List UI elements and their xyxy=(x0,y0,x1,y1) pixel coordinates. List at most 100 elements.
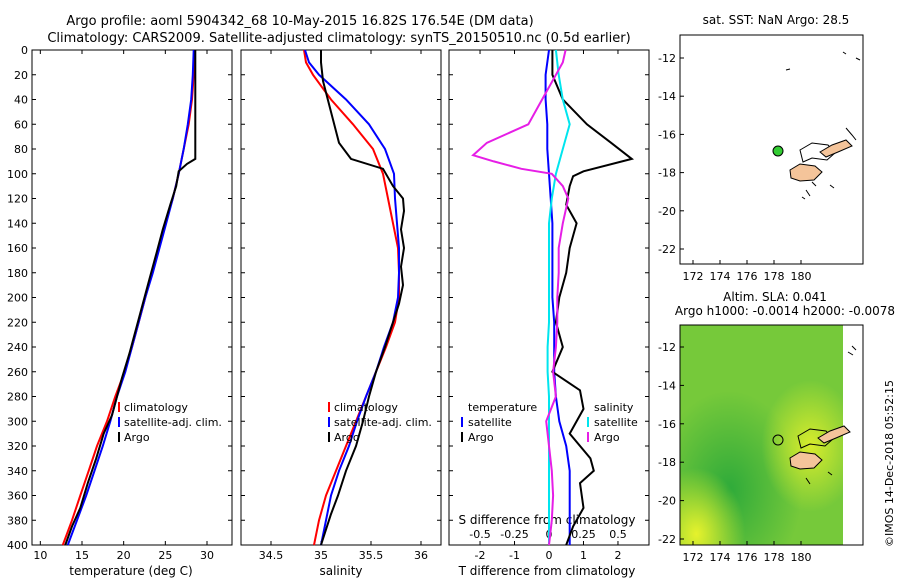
y-tick-label: 20 xyxy=(14,69,28,82)
sst-map-panel: sat. SST: NaN Argo: 28.5 -12 -14 -16 -18 -20… xyxy=(658,13,864,283)
difference-xlabel: T difference from climatology xyxy=(458,564,636,578)
y-tick-label: 100 xyxy=(7,168,28,181)
salinity-legend-climatology: climatology xyxy=(334,401,398,414)
y-tick-label: 160 xyxy=(7,242,28,255)
y-tick-label: 0 xyxy=(21,44,28,57)
sst-map-island-taveuni xyxy=(845,127,857,141)
temperature-legend: climatology satellite-adj. clim. Argo xyxy=(118,401,222,444)
sst-map-small-islands xyxy=(785,51,861,200)
y-tick-label: 360 xyxy=(7,490,28,503)
sst-map-argo-location xyxy=(772,145,784,157)
x-tick-label: 34.5 xyxy=(259,549,284,562)
map-lat-label: -18 xyxy=(658,456,676,469)
difference-legend: temperature satellite Argo salinity sate… xyxy=(461,401,638,444)
temperature-plot-frame xyxy=(31,49,233,546)
top-x-tick-label: 0.5 xyxy=(609,528,627,541)
map-lon-label: 172 xyxy=(683,551,704,564)
y-tick-label: 240 xyxy=(7,341,28,354)
sla-map-frame xyxy=(679,324,864,546)
top-x-tick-label: -0.25 xyxy=(500,528,528,541)
sla-map-small-islands xyxy=(805,345,857,485)
salinity-legend-argo: Argo xyxy=(334,431,360,444)
series-s-satellite xyxy=(546,49,571,545)
sla-map-panel: Altim. SLA: 0.041 Argo h1000: -0.0014 h2… xyxy=(658,290,895,564)
x-tick-label: 20 xyxy=(117,549,131,562)
difference-legend-t-satellite: satellite xyxy=(468,416,512,429)
y-tick-label: 60 xyxy=(14,118,28,131)
top-x-tick-label: -0.5 xyxy=(469,528,490,541)
y-tick-label: 260 xyxy=(7,366,28,379)
map-lon-label: 180 xyxy=(791,551,812,564)
x-tick-label: 1 xyxy=(580,549,587,562)
sst-map-island-vitilevu xyxy=(789,163,823,182)
salinity-panel: salinity 34.5 35 35.5 36 xyxy=(240,49,442,578)
figure-title-line2: Climatology: CARS2009. Satellite-adjuste… xyxy=(47,31,630,46)
y-tick-label: 120 xyxy=(7,193,28,206)
difference-legend-salinity-title: salinity xyxy=(594,401,634,414)
map-lon-label: 176 xyxy=(737,270,758,283)
difference-top-xlabel: S difference from climatology xyxy=(459,513,636,527)
sst-map-island-vanualevu xyxy=(819,139,853,158)
y-tick-label: 380 xyxy=(7,514,28,527)
x-tick-label: 15 xyxy=(75,549,89,562)
sst-map-land xyxy=(785,51,861,200)
map-lon-label: 174 xyxy=(710,270,731,283)
map-lat-label: -16 xyxy=(658,128,676,141)
series-argo xyxy=(64,50,197,546)
map-lon-label: 178 xyxy=(764,270,785,283)
x-tick-label: 2 xyxy=(614,549,621,562)
series-satellite-adj-clim- xyxy=(66,49,195,546)
y-tick-label: 220 xyxy=(7,316,28,329)
top-x-tick-label: 0.25 xyxy=(571,528,596,541)
y-tick-label: 200 xyxy=(7,292,28,305)
sla-map-title-line2: Argo h1000: -0.0014 h2000: -0.0078 xyxy=(675,304,895,318)
salinity-xlabel: salinity xyxy=(319,564,362,578)
sla-map-field-high-sw xyxy=(680,325,843,545)
series-climatology xyxy=(61,49,196,546)
difference-legend-s-argo: Argo xyxy=(594,431,620,444)
x-tick-label: 35.5 xyxy=(359,549,384,562)
temperature-legend-satellite: satellite-adj. clim. xyxy=(124,416,222,429)
series-satellite-adj-clim- xyxy=(304,49,400,546)
y-tick-label: 140 xyxy=(7,217,28,230)
sla-map-land xyxy=(789,345,857,485)
series-climatology xyxy=(303,49,400,546)
map-lon-label: 178 xyxy=(764,551,785,564)
y-tick-label: 180 xyxy=(7,267,28,280)
map-lat-label: -20 xyxy=(658,495,676,508)
y-tick-label: 40 xyxy=(14,94,28,107)
difference-legend-t-argo: Argo xyxy=(468,431,494,444)
map-lat-label: -20 xyxy=(658,205,676,218)
map-lat-label: -14 xyxy=(658,379,676,392)
sla-map-title-line1: Altim. SLA: 0.041 xyxy=(723,290,827,304)
map-lon-label: 172 xyxy=(683,270,704,283)
map-lat-label: -14 xyxy=(658,90,676,103)
map-lat-label: -16 xyxy=(658,418,676,431)
x-tick-label: 36 xyxy=(414,549,428,562)
imos-credit: ©IMOS 14-Dec-2018 05:52:15 xyxy=(883,380,896,547)
difference-legend-temperature-title: temperature xyxy=(468,401,537,414)
y-tick-label: 340 xyxy=(7,465,28,478)
y-tick-label: 400 xyxy=(7,539,28,552)
y-tick-label: 80 xyxy=(14,143,28,156)
map-lat-label: -18 xyxy=(658,167,676,180)
salinity-legend: climatology satellite-adj. clim. Argo xyxy=(328,401,432,444)
map-lon-label: 176 xyxy=(737,551,758,564)
x-tick-label: 0 xyxy=(546,549,553,562)
y-tick-label: 300 xyxy=(7,415,28,428)
series-t-satellite xyxy=(544,49,571,545)
sla-map-argo-location xyxy=(772,434,784,446)
temperature-xlabel: temperature (deg C) xyxy=(69,564,192,578)
salinity-plot-frame xyxy=(240,49,442,546)
series-s-argo xyxy=(471,49,570,546)
x-tick-label: 10 xyxy=(33,549,47,562)
salinity-legend-satellite: satellite-adj. clim. xyxy=(334,416,432,429)
x-tick-label: 30 xyxy=(200,549,214,562)
figure-title-line1: Argo profile: aoml 5904342_68 10-May-201… xyxy=(66,14,533,29)
temperature-panel: temperature (deg C) 0 20 40 60 80 100 120 140 16… xyxy=(7,44,233,578)
sst-map-frame xyxy=(679,34,864,265)
x-tick-label: 25 xyxy=(158,549,172,562)
y-tick-label: 280 xyxy=(7,391,28,404)
sla-map-coastline xyxy=(797,428,834,449)
